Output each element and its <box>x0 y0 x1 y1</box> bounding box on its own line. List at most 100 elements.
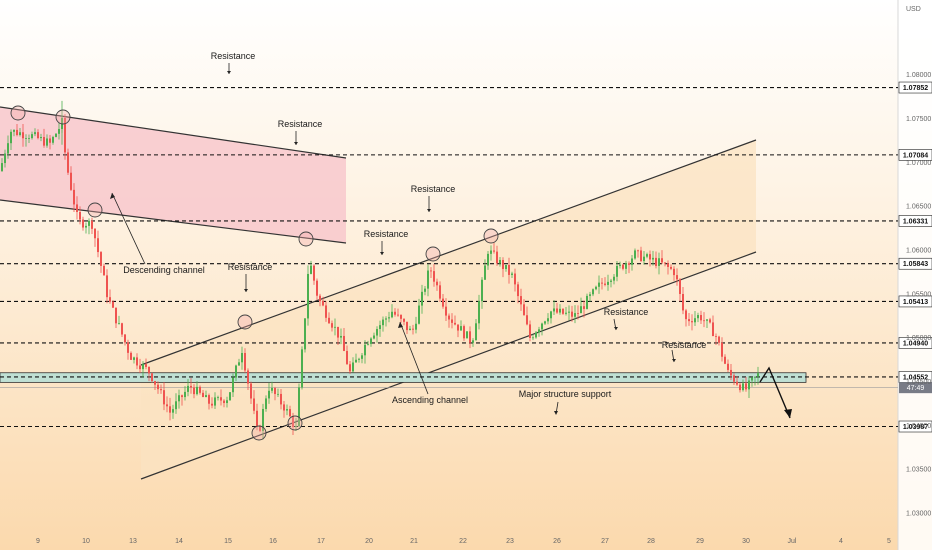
candle-body <box>247 370 249 384</box>
candle-body <box>436 281 438 286</box>
candle <box>103 263 105 276</box>
candle-body <box>499 259 501 264</box>
candle <box>286 404 288 416</box>
candle-body <box>91 220 93 229</box>
candle <box>31 131 33 140</box>
x-tick-label: 23 <box>506 538 514 545</box>
candle <box>538 326 540 337</box>
annotation-resistance: Resistance <box>228 262 273 272</box>
candle <box>223 399 225 408</box>
level-price-label: 1.05843 <box>903 261 928 268</box>
candle-body <box>295 426 297 428</box>
currency-label: USD <box>906 6 921 13</box>
candle <box>346 345 348 365</box>
ascending-channel-fill <box>141 140 756 479</box>
candle-body <box>283 404 285 411</box>
candle <box>721 337 723 362</box>
candle-body <box>520 296 522 305</box>
candle <box>592 288 594 297</box>
candle <box>424 285 426 296</box>
candle-body <box>640 250 642 261</box>
candle-body <box>97 238 99 253</box>
candle-body <box>232 377 234 393</box>
candle <box>625 260 627 275</box>
candle <box>232 373 234 398</box>
candle <box>394 308 396 317</box>
candle <box>697 312 699 323</box>
candle <box>139 358 141 374</box>
candle <box>448 313 450 328</box>
candle-body <box>718 336 720 343</box>
candle-body <box>727 363 729 370</box>
candle-body <box>454 322 456 325</box>
candle-body <box>241 352 243 363</box>
annotation-arrowhead <box>244 289 248 292</box>
candle-body <box>448 315 450 320</box>
candle-body <box>586 295 588 309</box>
candle <box>511 271 513 278</box>
candle <box>79 206 81 225</box>
candle-body <box>604 283 606 285</box>
annotation-arrowhead <box>294 142 298 145</box>
x-tick-label: 15 <box>224 538 232 545</box>
candle <box>727 359 729 373</box>
candle <box>463 324 465 341</box>
candle-body <box>325 305 327 318</box>
projection-arrowhead <box>784 409 792 418</box>
candle-body <box>427 270 429 289</box>
candle <box>283 400 285 418</box>
candle-body <box>754 376 756 378</box>
candle-body <box>712 322 714 337</box>
candle-body <box>373 335 375 339</box>
candle <box>472 338 474 347</box>
candle <box>310 260 312 275</box>
y-tick-label: 1.08000 <box>906 72 931 79</box>
candle-body <box>664 262 666 264</box>
candle-body <box>301 349 303 388</box>
candle-body <box>331 323 333 328</box>
candle <box>67 148 69 176</box>
candle-body <box>196 386 198 395</box>
candle-body <box>184 391 186 398</box>
candle-body <box>361 355 363 359</box>
candle <box>667 260 669 275</box>
y-tick-label: 1.05500 <box>906 291 931 298</box>
candle <box>544 320 546 325</box>
candle-body <box>148 366 150 374</box>
candle-body <box>328 317 330 324</box>
candle-body <box>310 265 312 274</box>
candle-body <box>688 319 690 322</box>
candle-body <box>70 172 72 190</box>
touch-marker-3 <box>237 314 253 330</box>
candle-body <box>154 381 156 385</box>
candle <box>484 259 486 280</box>
candle-body <box>235 365 237 378</box>
candle <box>13 129 15 137</box>
candle <box>496 245 498 266</box>
candle-body <box>88 220 90 226</box>
candle <box>28 134 30 144</box>
candle <box>154 380 156 390</box>
annotation-resistance: Resistance <box>662 340 707 350</box>
candle <box>136 353 138 370</box>
candle-body <box>619 264 621 266</box>
candle-body <box>211 403 213 406</box>
annotation-arrowhead <box>110 193 115 199</box>
candle-body <box>511 273 513 275</box>
candle <box>556 302 558 314</box>
candle-body <box>130 352 132 360</box>
candle <box>598 275 600 294</box>
candle <box>322 296 324 307</box>
candle-body <box>307 273 309 319</box>
candle-body <box>319 295 321 302</box>
candle <box>271 381 273 394</box>
candle-body <box>334 326 336 328</box>
candle <box>403 318 405 326</box>
candle <box>349 360 351 374</box>
candle <box>553 300 555 315</box>
candle-body <box>376 329 378 336</box>
candle <box>199 385 201 395</box>
level-price-label: 1.04552 <box>903 374 928 381</box>
candle <box>208 393 210 410</box>
candle <box>559 304 561 315</box>
